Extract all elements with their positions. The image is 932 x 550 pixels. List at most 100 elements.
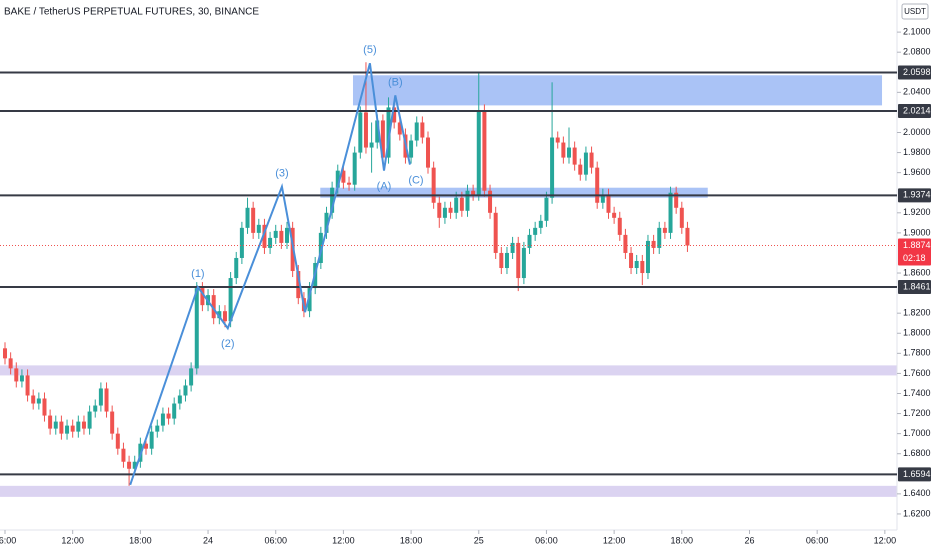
candle-body [442, 207, 447, 218]
candle-body [504, 252, 509, 269]
candle-body [268, 237, 273, 248]
candle-body [200, 288, 205, 306]
candle-body [493, 212, 498, 253]
candle-body [488, 190, 493, 213]
level-tag [898, 188, 931, 203]
candle-body [572, 147, 577, 165]
y-tick-label: 1.6800 [903, 448, 931, 458]
candle-body [217, 311, 222, 319]
candle-body [544, 197, 549, 221]
candle-body [595, 167, 600, 203]
zone [320, 187, 708, 198]
candle-body [651, 240, 656, 248]
candle-body [561, 142, 566, 158]
candle-body [555, 137, 560, 143]
y-tick-label: 1.6400 [903, 488, 931, 498]
y-tick-label: 2.0400 [903, 87, 931, 97]
candle-body [211, 295, 216, 319]
candle-body [48, 415, 53, 429]
candle-body [386, 107, 391, 158]
candle-body [324, 212, 329, 233]
candle-body [352, 152, 357, 185]
candle-body [538, 220, 543, 228]
currency-box[interactable] [901, 3, 929, 20]
candle-body [189, 368, 194, 386]
y-tick-label: 1.9800 [903, 147, 931, 157]
candle-body [104, 388, 109, 412]
x-tick-label: 12:00 [61, 535, 84, 545]
candle-body [87, 411, 92, 429]
x-tick-label: 06:00 [806, 535, 829, 545]
candle-body [431, 167, 436, 203]
level-tag [898, 104, 931, 119]
candle-body [228, 278, 233, 322]
candle-body [93, 405, 98, 412]
candle-body [668, 192, 673, 233]
candle-body [132, 461, 137, 469]
candle-body [144, 443, 149, 449]
x-tick-label: 12:00 [603, 535, 626, 545]
wave-line [129, 62, 411, 486]
candle-body [612, 212, 617, 218]
y-tick-label: 1.9200 [903, 207, 931, 217]
candle-body [8, 358, 13, 369]
candle-body [375, 120, 380, 143]
candle-body [583, 152, 588, 175]
candle-body [369, 142, 374, 148]
candle-body [19, 375, 24, 382]
x-tick-label: 12:00 [874, 535, 897, 545]
wave-label: (B) [388, 76, 403, 88]
candle-body [110, 411, 115, 434]
level-label: 1.8461 [903, 281, 931, 291]
candle-body [640, 260, 645, 274]
candle-body [183, 385, 188, 396]
y-tick-label: 1.7000 [903, 428, 931, 438]
countdown: 02:18 [903, 253, 926, 263]
candle-body [674, 192, 679, 208]
wave-label: (C) [408, 175, 423, 187]
candle-body [53, 421, 58, 429]
candle-body [273, 230, 278, 238]
y-tick-label: 1.9600 [903, 167, 931, 177]
y-tick-label: 2.0800 [903, 47, 931, 57]
candle-body [533, 227, 538, 235]
candle-body [149, 431, 154, 449]
x-tick-label: 24 [203, 535, 213, 545]
candle-body [617, 217, 622, 235]
y-tick-label: 1.7400 [903, 388, 931, 398]
currency[interactable]: USDT [904, 7, 926, 16]
candle-body [3, 348, 8, 359]
zone [0, 365, 897, 376]
candle-body [14, 368, 19, 382]
candle-body [454, 197, 459, 213]
y-tick-label: 1.8000 [903, 328, 931, 338]
x-tick-label: 06:00 [0, 535, 16, 545]
last-price-tag [898, 238, 931, 266]
candle-body [600, 194, 605, 203]
candle-body [662, 227, 667, 233]
candle-body [409, 140, 414, 158]
candle-body [634, 260, 639, 269]
candle-body [194, 288, 199, 369]
candle-body [307, 288, 312, 312]
candle-body [414, 122, 419, 141]
candle-body [251, 207, 256, 233]
zone [352, 75, 883, 106]
candle-body [115, 433, 120, 449]
candle-body [330, 187, 335, 213]
candle-body [25, 375, 30, 396]
candle-body [127, 461, 132, 469]
chart-title: BAKE / TetherUS PERPETUAL FUTURES, 30, B… [4, 7, 259, 18]
candle-body [606, 194, 611, 213]
candle-body [471, 190, 476, 195]
x-tick-label: 06:00 [264, 535, 287, 545]
x-tick-label: 18:00 [671, 535, 694, 545]
candle-body [645, 240, 650, 274]
candle-body [465, 190, 470, 211]
candle-body [685, 227, 690, 246]
candle-body [166, 413, 171, 419]
candle-body [476, 110, 481, 195]
candle-body [245, 207, 250, 228]
candle-body [363, 112, 368, 148]
